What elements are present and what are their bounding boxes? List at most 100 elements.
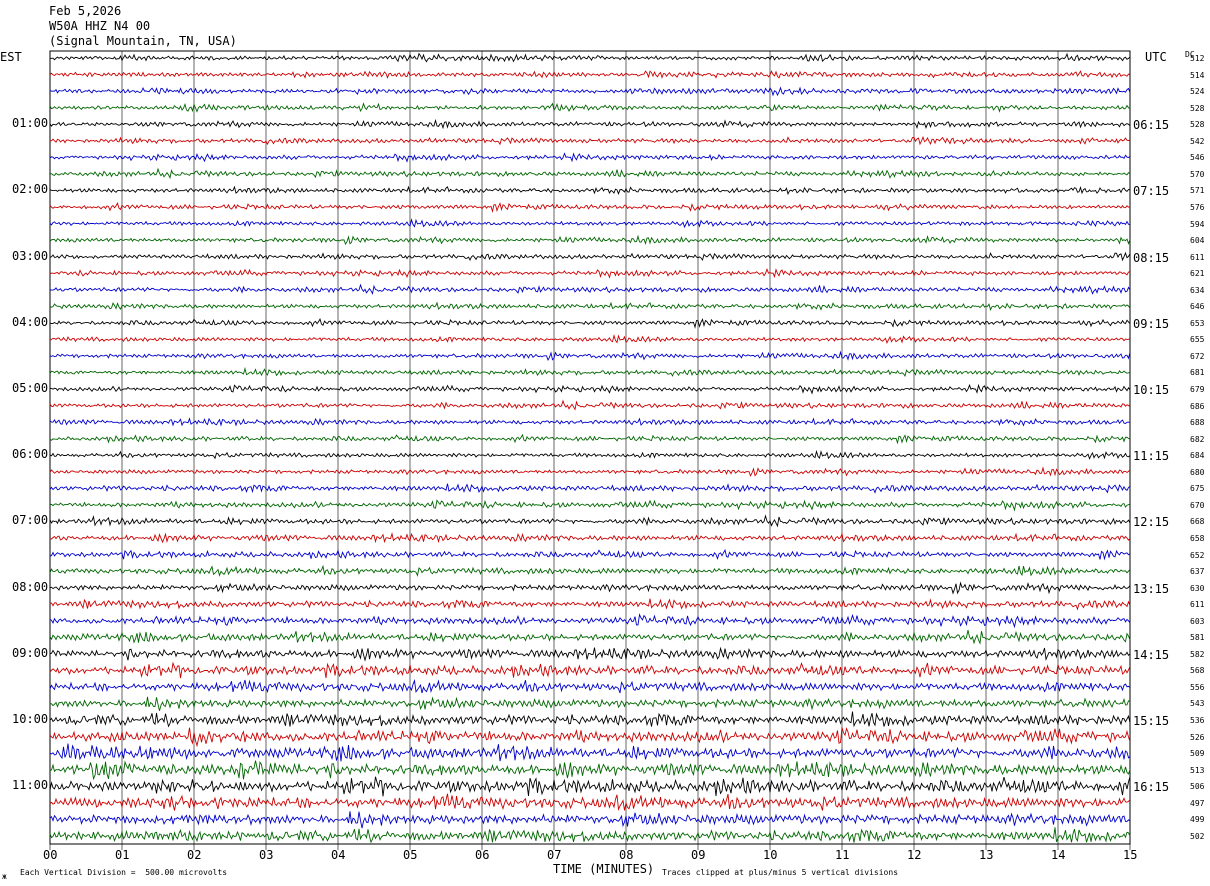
right-time-label: 08:15 [1133, 250, 1170, 265]
x-tick-label: 08 [619, 848, 634, 862]
dc-offset-label: 502 [1190, 831, 1205, 841]
seismic-trace [49, 581, 1131, 595]
left-time-label: 10:00 [12, 712, 49, 726]
dc-offset-label: 509 [1190, 749, 1205, 759]
dc-offset-label: 497 [1190, 798, 1205, 808]
dc-offset-label: 655 [1190, 335, 1205, 345]
x-tick-label: 07 [547, 848, 562, 862]
seismic-trace [49, 102, 1131, 113]
station-location: (Signal Mountain, TN, USA) [49, 34, 237, 48]
seismic-trace [49, 234, 1131, 246]
dc-offset-label: 637 [1190, 567, 1205, 577]
seismic-trace [49, 811, 1131, 829]
right-time-label: 16:15 [1133, 780, 1170, 795]
x-tick-label: 00 [43, 848, 58, 862]
right-time-label: 09:15 [1133, 316, 1170, 331]
left-time-label: 11:00 [12, 778, 49, 793]
dc-offset-label: 681 [1190, 368, 1205, 378]
left-time-label: 09:00 [12, 645, 49, 660]
seismic-trace [49, 449, 1131, 460]
dc-offset-label: 675 [1190, 484, 1205, 494]
dc-offset-label: 672 [1190, 351, 1205, 361]
x-tick-label: 01 [115, 848, 130, 862]
seismic-trace [49, 499, 1131, 512]
seismic-trace [49, 630, 1131, 645]
x-tick-label: 04 [331, 848, 346, 862]
dc-offset-label: 679 [1190, 385, 1205, 394]
seismic-trace [49, 827, 1131, 844]
station-code: W50A HHZ N4 00 [49, 19, 151, 33]
dc-offset-label: 542 [1190, 136, 1205, 146]
right-time-label: 10:15 [1133, 383, 1170, 397]
dc-offset-label: 536 [1190, 716, 1205, 725]
right-time-label: 12:15 [1133, 515, 1170, 530]
x-tick-label: 06 [475, 848, 490, 862]
seismic-trace [49, 776, 1131, 797]
dc-offset-label: 670 [1190, 500, 1205, 510]
dc-offset-label: 514 [1190, 70, 1205, 80]
dc-offset-label: 653 [1190, 318, 1205, 328]
x-tick-label: 03 [259, 848, 274, 862]
dc-offset-label: 546 [1190, 153, 1205, 163]
seismic-trace [50, 135, 1131, 146]
seismic-trace [49, 366, 1131, 377]
dc-offset-label: 528 [1190, 103, 1205, 113]
dc-offset-label: 604 [1190, 236, 1205, 246]
dc-offset-label: 556 [1190, 682, 1205, 692]
plot-date: Feb 5,2026 [49, 4, 122, 18]
seismic-trace [49, 711, 1131, 728]
seismic-trace [49, 727, 1131, 748]
left-time-label: 02:00 [12, 182, 49, 197]
dc-offset-label: 603 [1190, 616, 1205, 626]
x-tick-label: 15 [1123, 848, 1138, 862]
dc-offset-label: 581 [1190, 633, 1205, 643]
dc-offset-label: 506 [1190, 782, 1205, 792]
dc-offset-label: 568 [1190, 666, 1205, 676]
seismic-trace [49, 661, 1131, 679]
seismic-trace [49, 483, 1131, 494]
dc-offset-label: 571 [1190, 186, 1205, 196]
dc-offset-label: 570 [1190, 169, 1205, 179]
seismic-trace [49, 251, 1131, 262]
dc-offset-label: 682 [1190, 434, 1205, 444]
right-time-label: 14:15 [1133, 647, 1170, 662]
seismic-trace [49, 417, 1131, 427]
dc-offset-label: 611 [1190, 252, 1205, 262]
seismic-trace [50, 52, 1131, 63]
dc-offset-label: 668 [1190, 517, 1205, 527]
seismic-trace [49, 696, 1131, 711]
seismic-trace [49, 268, 1131, 279]
x-tick-label: 10 [763, 848, 778, 862]
left-time-label: 05:00 [12, 381, 49, 395]
dc-offset-label: 634 [1190, 285, 1205, 295]
left-time-label: 03:00 [12, 248, 49, 263]
seismic-trace [49, 548, 1131, 561]
x-axis-title: TIME (MINUTES) [553, 862, 655, 876]
seismic-trace [49, 70, 1131, 79]
seismic-trace [49, 86, 1131, 97]
seismic-trace [49, 793, 1131, 811]
seismic-trace [49, 646, 1131, 662]
corner-mark: ж [2, 872, 7, 881]
seismic-trace [49, 350, 1131, 361]
seismic-trace [49, 598, 1131, 611]
dc-offset-label: 499 [1190, 815, 1205, 825]
x-tick-label: 13 [979, 848, 994, 862]
seismic-trace [49, 433, 1131, 445]
seismic-trace [49, 152, 1131, 163]
dc-offset-label: 684 [1190, 451, 1205, 461]
plot-frame [49, 50, 1131, 845]
dc-offset-label: 688 [1190, 418, 1205, 428]
clip-note: Traces clipped at plus/minus 5 vertical … [662, 868, 899, 877]
dc-offset-label: 513 [1190, 765, 1205, 775]
right-time-label: 06:15 [1133, 118, 1170, 133]
right-time-label: 07:15 [1133, 184, 1170, 199]
scale-note: Each Vertical Division = 500.00 microvol… [20, 868, 228, 877]
dc-offset-label: 526 [1190, 732, 1205, 742]
dc-offset-label: 594 [1190, 219, 1205, 229]
right-time-label: 13:15 [1133, 581, 1170, 596]
left-time-label: 06:00 [12, 447, 49, 462]
seismic-trace [49, 514, 1131, 528]
dc-offset-label: 658 [1190, 533, 1205, 543]
dc-offset-label: 680 [1190, 467, 1205, 477]
